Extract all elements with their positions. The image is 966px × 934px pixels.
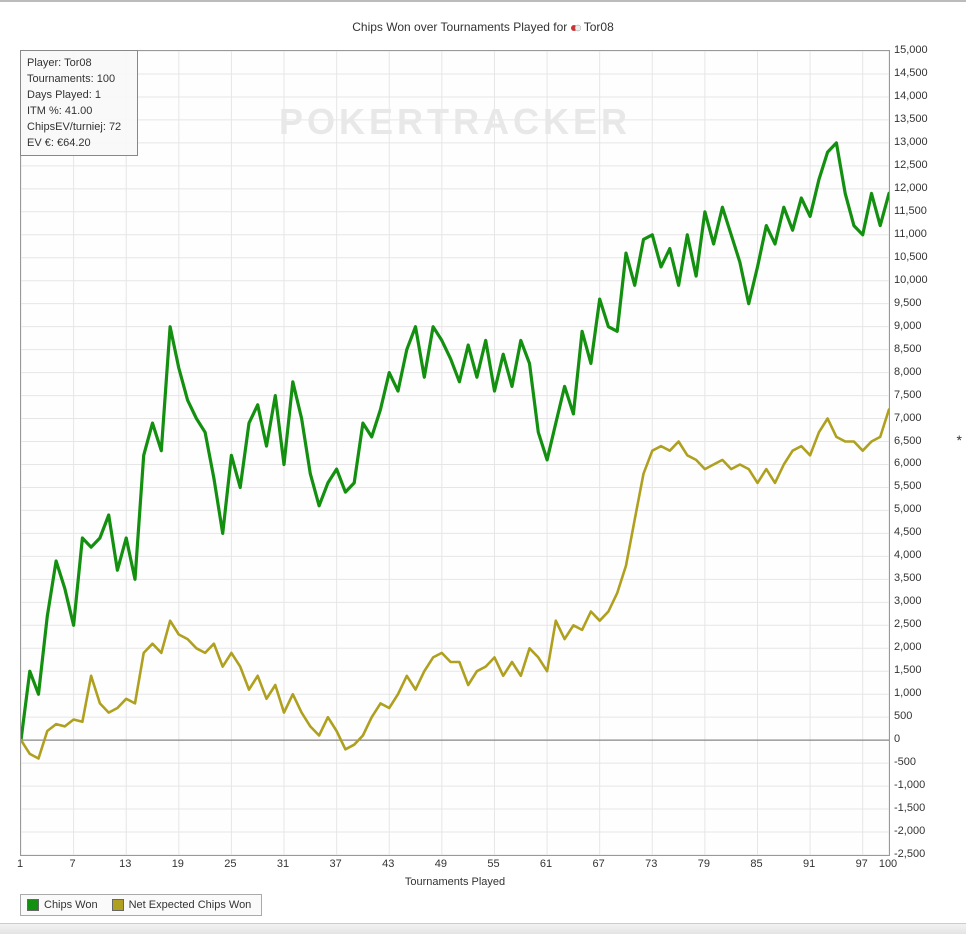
y-tick-label: 1,000: [894, 687, 922, 699]
legend-label-1: Chips Won: [44, 899, 98, 911]
chart-title: Chips Won over Tournaments Played for To…: [0, 20, 966, 34]
y-tick-label: 2,000: [894, 641, 922, 653]
y-tick-label: 2,500: [894, 618, 922, 630]
y-axis-labels: 15,00014,50014,00013,50013,00012,50012,0…: [894, 50, 954, 856]
y-tick-label: -2,000: [894, 825, 925, 837]
info-chipsev: ChipsEV/turniej: 72: [27, 119, 131, 135]
y-tick-label: 5,500: [894, 480, 922, 492]
legend-label-2: Net Expected Chips Won: [129, 899, 252, 911]
chart-svg: [21, 51, 889, 855]
y-tick-label: 4,000: [894, 549, 922, 561]
legend: Chips Won Net Expected Chips Won: [20, 894, 262, 916]
info-player: Player: Tor08: [27, 55, 131, 71]
y-tick-label: 7,000: [894, 412, 922, 424]
legend-item-chips-won[interactable]: Chips Won: [27, 899, 98, 911]
legend-swatch-1: [27, 899, 39, 911]
y-tick-label: 10,500: [894, 251, 928, 263]
title-prefix: Chips Won over Tournaments Played for: [352, 20, 570, 34]
y-tick-label: 5,000: [894, 503, 922, 515]
y-tick-label: 13,000: [894, 136, 928, 148]
stats-info-box: Player: Tor08 Tournaments: 100 Days Play…: [20, 50, 138, 156]
x-tick-label: 79: [698, 858, 710, 870]
y-tick-label: -500: [894, 756, 916, 768]
status-bar: [0, 923, 966, 934]
x-tick-label: 37: [330, 858, 342, 870]
info-days-played: Days Played: 1: [27, 87, 131, 103]
y-tick-label: 11,000: [894, 228, 927, 240]
y-tick-label: 8,500: [894, 343, 922, 355]
y-tick-label: 12,000: [894, 182, 928, 194]
y-tick-label: 6,500: [894, 435, 922, 447]
y-tick-label: 13,500: [894, 113, 928, 125]
x-tick-label: 55: [487, 858, 499, 870]
y-tick-label: 12,500: [894, 159, 928, 171]
y-tick-label: 7,500: [894, 389, 922, 401]
x-axis-labels: 17131925313743495561677379859197100: [20, 858, 890, 874]
legend-swatch-2: [112, 899, 124, 911]
info-ev: EV €: €64.20: [27, 135, 131, 151]
info-tournaments: Tournaments: 100: [27, 71, 131, 87]
x-tick-label: 100: [879, 858, 897, 870]
x-tick-label: 13: [119, 858, 131, 870]
player-badge-icon: [571, 23, 581, 33]
chart-window: Chips Won over Tournaments Played for To…: [0, 0, 966, 934]
x-axis-title: Tournaments Played: [20, 876, 890, 888]
y-tick-label: 6,000: [894, 457, 922, 469]
y-tick-label: 9,500: [894, 297, 922, 309]
y-tick-label: 11,500: [894, 205, 927, 217]
x-tick-label: 91: [803, 858, 815, 870]
x-tick-label: 31: [277, 858, 289, 870]
y-tick-label: 9,000: [894, 320, 922, 332]
y-tick-label: 14,500: [894, 67, 928, 79]
x-tick-label: 49: [435, 858, 447, 870]
y-tick-label: -1,500: [894, 802, 925, 814]
info-itm: ITM %: 41.00: [27, 103, 131, 119]
x-tick-label: 73: [645, 858, 657, 870]
y-tick-label: 14,000: [894, 90, 928, 102]
y-tick-label: 10,000: [894, 274, 928, 286]
x-tick-label: 61: [540, 858, 552, 870]
x-tick-label: 67: [593, 858, 605, 870]
y-tick-label: 3,000: [894, 595, 922, 607]
x-tick-label: 25: [224, 858, 236, 870]
x-tick-label: 7: [70, 858, 76, 870]
y-tick-label: 3,500: [894, 572, 922, 584]
y-tick-label: 8,000: [894, 366, 922, 378]
title-player: Tor08: [584, 20, 614, 34]
y-tick-label: 1,500: [894, 664, 922, 676]
x-tick-label: 1: [17, 858, 23, 870]
legend-item-net-expected[interactable]: Net Expected Chips Won: [112, 899, 252, 911]
y-tick-label: -2,500: [894, 848, 925, 860]
y-tick-label: 500: [894, 710, 912, 722]
x-tick-label: 85: [750, 858, 762, 870]
x-tick-label: 97: [856, 858, 868, 870]
x-tick-label: 43: [382, 858, 394, 870]
y-tick-label: 4,500: [894, 526, 922, 538]
y-axis-title: *: [957, 432, 962, 448]
y-tick-label: -1,000: [894, 779, 925, 791]
x-tick-label: 19: [172, 858, 184, 870]
y-tick-label: 0: [894, 733, 900, 745]
y-tick-label: 15,000: [894, 44, 928, 56]
chart-plot-area[interactable]: POKERTRACKER: [20, 50, 890, 856]
